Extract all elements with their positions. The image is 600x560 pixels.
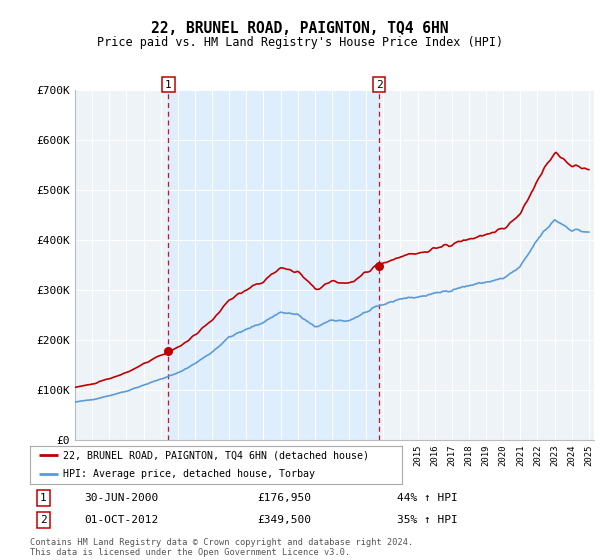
Text: 2: 2: [40, 515, 47, 525]
Text: 30-JUN-2000: 30-JUN-2000: [84, 493, 158, 503]
Bar: [169, 90, 379, 440]
Text: £349,500: £349,500: [257, 515, 311, 525]
Text: 01-OCT-2012: 01-OCT-2012: [84, 515, 158, 525]
Text: 22, BRUNEL ROAD, PAIGNTON, TQ4 6HN: 22, BRUNEL ROAD, PAIGNTON, TQ4 6HN: [151, 21, 449, 36]
Text: Contains HM Land Registry data © Crown copyright and database right 2024.: Contains HM Land Registry data © Crown c…: [30, 538, 413, 547]
Text: This data is licensed under the Open Government Licence v3.0.: This data is licensed under the Open Gov…: [30, 548, 350, 557]
Text: £176,950: £176,950: [257, 493, 311, 503]
Text: 35% ↑ HPI: 35% ↑ HPI: [397, 515, 458, 525]
Text: 2: 2: [376, 80, 382, 90]
Text: Price paid vs. HM Land Registry's House Price Index (HPI): Price paid vs. HM Land Registry's House …: [97, 36, 503, 49]
Text: 44% ↑ HPI: 44% ↑ HPI: [397, 493, 458, 503]
Text: 22, BRUNEL ROAD, PAIGNTON, TQ4 6HN (detached house): 22, BRUNEL ROAD, PAIGNTON, TQ4 6HN (deta…: [64, 450, 370, 460]
Text: HPI: Average price, detached house, Torbay: HPI: Average price, detached house, Torb…: [64, 469, 316, 479]
Text: 1: 1: [165, 80, 172, 90]
Text: 1: 1: [40, 493, 47, 503]
